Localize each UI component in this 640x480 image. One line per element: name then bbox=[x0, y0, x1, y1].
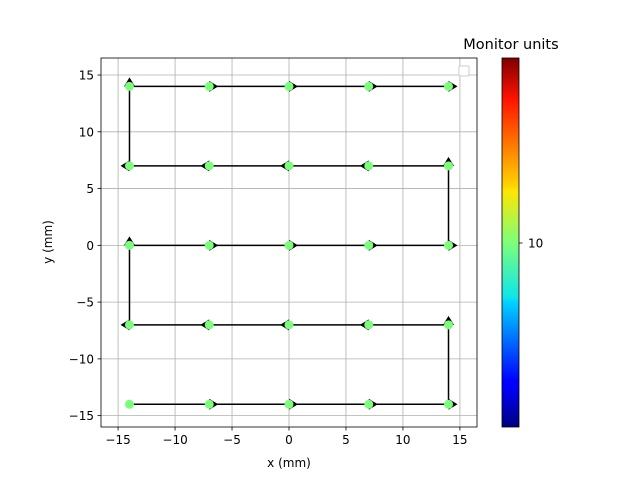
scan-point bbox=[284, 161, 294, 171]
x-tick-label: 5 bbox=[342, 433, 350, 447]
scan-point bbox=[444, 81, 454, 91]
scan-point bbox=[284, 240, 294, 250]
x-tick-label: −15 bbox=[105, 433, 130, 447]
colorbar-tick-label: 10 bbox=[528, 237, 543, 251]
x-ticks: −15 −10 −5 0 5 10 15 bbox=[105, 427, 468, 447]
scan-point bbox=[364, 81, 374, 91]
scan-point bbox=[284, 399, 294, 409]
x-tick-label: −5 bbox=[223, 433, 241, 447]
y-tick-label: 15 bbox=[79, 69, 94, 83]
colorbar-title: Monitor units bbox=[463, 37, 558, 53]
scan-point bbox=[204, 399, 214, 409]
scan-point bbox=[204, 240, 214, 250]
scan-point bbox=[444, 161, 454, 171]
x-tick-label: 15 bbox=[452, 433, 467, 447]
scan-point bbox=[364, 240, 374, 250]
scan-point bbox=[364, 399, 374, 409]
scan-point bbox=[204, 81, 214, 91]
scan-point bbox=[124, 81, 134, 91]
colorbar bbox=[501, 57, 520, 428]
y-tick-label: −15 bbox=[69, 409, 94, 423]
x-axis-label: x (mm) bbox=[267, 456, 311, 470]
scan-point bbox=[364, 161, 374, 171]
y-tick-label: −10 bbox=[69, 352, 94, 366]
scan-point bbox=[124, 161, 134, 171]
y-tick-label: 5 bbox=[86, 182, 94, 196]
legend-box[interactable] bbox=[458, 65, 470, 77]
x-tick-label: −10 bbox=[162, 433, 187, 447]
scan-point bbox=[444, 240, 454, 250]
scan-point bbox=[284, 81, 294, 91]
scan-point bbox=[124, 320, 134, 330]
scan-point bbox=[284, 320, 294, 330]
scan-point bbox=[124, 399, 134, 409]
scan-points bbox=[124, 81, 454, 409]
scan-point bbox=[364, 320, 374, 330]
y-axis-label: y (mm) bbox=[41, 220, 55, 264]
y-tick-label: −5 bbox=[76, 296, 94, 310]
scan-point bbox=[204, 320, 214, 330]
y-ticks: −15 −10 −5 0 5 10 15 bbox=[69, 69, 101, 423]
scan-point bbox=[124, 240, 134, 250]
scan-point bbox=[444, 320, 454, 330]
y-tick-label: 10 bbox=[79, 125, 94, 139]
x-tick-label: 0 bbox=[285, 433, 293, 447]
x-tick-label: 10 bbox=[395, 433, 410, 447]
y-tick-label: 0 bbox=[86, 239, 94, 253]
scan-point bbox=[204, 161, 214, 171]
scan-point bbox=[444, 399, 454, 409]
